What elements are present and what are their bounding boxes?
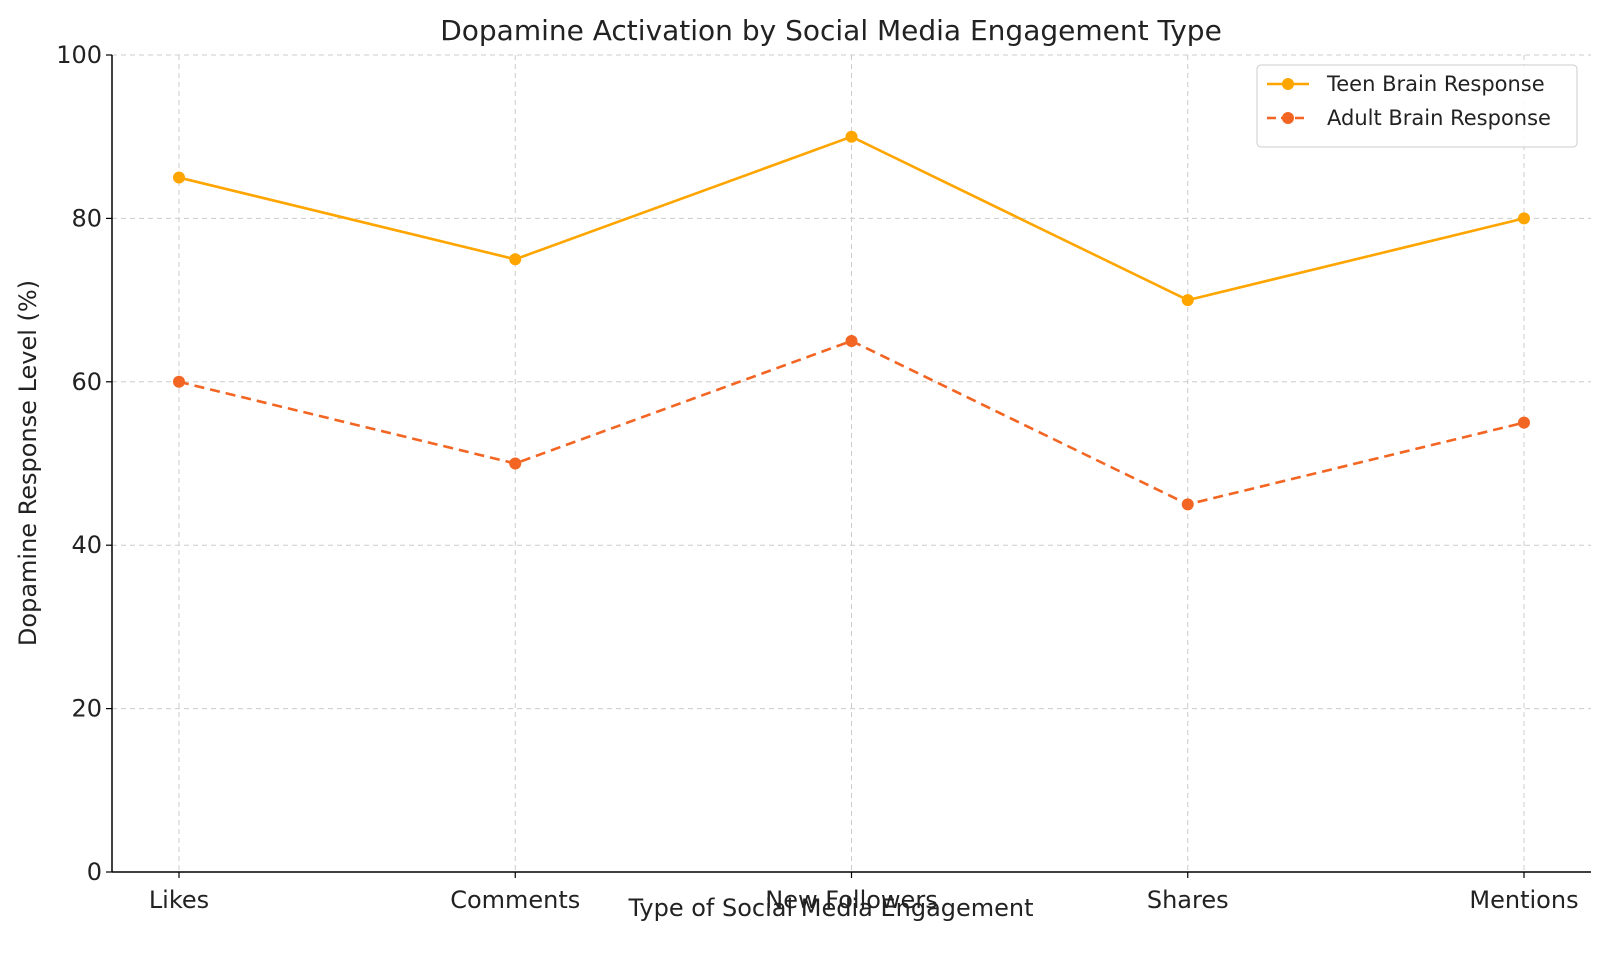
series-line-adult-brain-response	[178, 339, 1525, 506]
x-tick-label: Comments	[450, 886, 580, 914]
y-tick-label: 20	[71, 695, 102, 723]
data-point-adult-brain-response	[1518, 416, 1530, 429]
legend-swatch-marker-adult-brain-response	[1282, 112, 1294, 124]
y-tick-label: 40	[71, 531, 102, 559]
y-tick-label: 80	[71, 204, 102, 232]
data-point-adult-brain-response	[1181, 498, 1194, 511]
legend-label-teen-brain-response: Teen Brain Response	[1326, 72, 1545, 96]
chart-text: Dopamine Activation by Social Media Enga…	[14, 14, 1222, 922]
y-axis-label: Dopamine Response Level (%)	[14, 280, 42, 646]
x-axis-label: Type of Social Media Engagement	[627, 894, 1033, 922]
legend-label-adult-brain-response: Adult Brain Response	[1327, 106, 1551, 130]
data-point-teen-brain-response	[845, 130, 858, 143]
series-group	[173, 130, 1530, 511]
legend: Teen Brain Response Adult Brain Response	[1256, 64, 1578, 148]
y-tick-label: 0	[87, 858, 102, 886]
data-point-adult-brain-response	[509, 457, 522, 470]
data-point-adult-brain-response	[173, 375, 185, 388]
data-point-teen-brain-response	[1518, 212, 1530, 225]
x-tick-label: Likes	[149, 886, 209, 914]
data-point-adult-brain-response	[845, 334, 858, 347]
y-tick-label: 60	[71, 368, 102, 396]
legend-box	[1256, 64, 1578, 148]
y-tick-label: 100	[56, 41, 102, 69]
legend-swatch-marker-teen-brain-response	[1282, 78, 1294, 90]
axes: 0 20 40 60 80 100 Likes Comments New Followers Sh…	[56, 41, 1591, 914]
data-point-teen-brain-response	[173, 171, 185, 184]
x-tick-label: New Followers	[765, 886, 937, 914]
data-point-teen-brain-response	[509, 253, 522, 266]
grid	[112, 54, 1591, 872]
x-tick-label: Mentions	[1469, 886, 1578, 914]
chart-title: Dopamine Activation by Social Media Enga…	[440, 14, 1222, 47]
data-point-teen-brain-response	[1181, 294, 1194, 307]
x-tick-label: Shares	[1147, 886, 1229, 914]
